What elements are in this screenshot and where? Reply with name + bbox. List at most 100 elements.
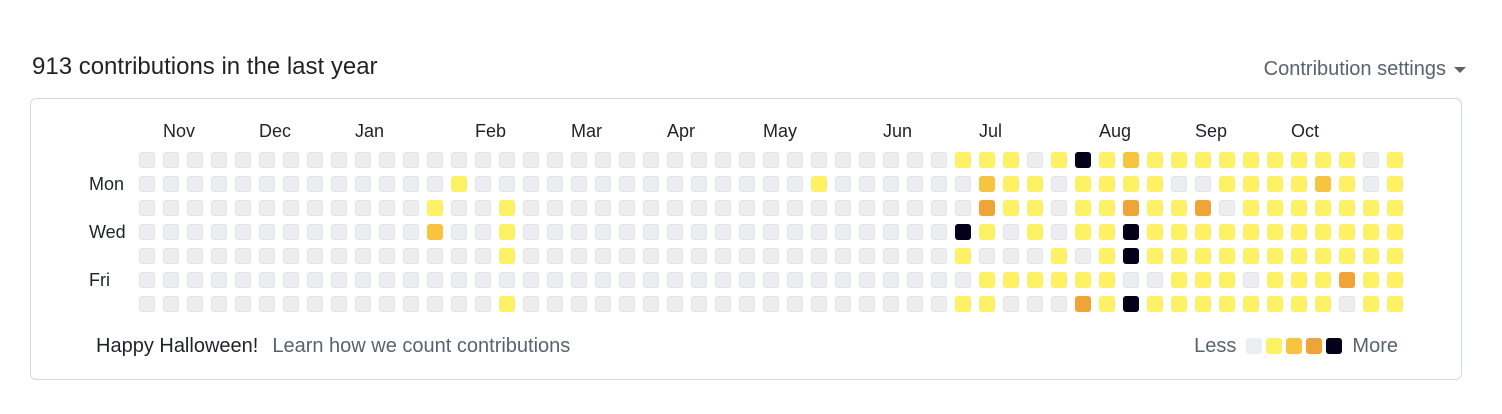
contribution-day-cell[interactable]: [427, 200, 443, 216]
contribution-day-cell[interactable]: [139, 200, 155, 216]
contribution-day-cell[interactable]: [163, 176, 179, 192]
contribution-day-cell[interactable]: [139, 152, 155, 168]
contribution-day-cell[interactable]: [1099, 200, 1115, 216]
contribution-day-cell[interactable]: [283, 296, 299, 312]
contribution-day-cell[interactable]: [283, 176, 299, 192]
contribution-day-cell[interactable]: [667, 248, 683, 264]
contribution-day-cell[interactable]: [1387, 248, 1403, 264]
contribution-day-cell[interactable]: [859, 224, 875, 240]
contribution-day-cell[interactable]: [523, 224, 539, 240]
contribution-day-cell[interactable]: [259, 272, 275, 288]
contribution-day-cell[interactable]: [835, 296, 851, 312]
contribution-day-cell[interactable]: [355, 296, 371, 312]
contribution-day-cell[interactable]: [1339, 248, 1355, 264]
contribution-day-cell[interactable]: [1291, 296, 1307, 312]
contribution-day-cell[interactable]: [139, 296, 155, 312]
contribution-day-cell[interactable]: [1219, 176, 1235, 192]
contribution-day-cell[interactable]: [979, 272, 995, 288]
contribution-day-cell[interactable]: [619, 272, 635, 288]
contribution-day-cell[interactable]: [571, 224, 587, 240]
contribution-day-cell[interactable]: [859, 200, 875, 216]
contribution-day-cell[interactable]: [1315, 248, 1331, 264]
contribution-day-cell[interactable]: [979, 296, 995, 312]
contribution-day-cell[interactable]: [427, 224, 443, 240]
contribution-day-cell[interactable]: [1339, 224, 1355, 240]
contribution-day-cell[interactable]: [547, 200, 563, 216]
contribution-day-cell[interactable]: [1171, 200, 1187, 216]
contribution-day-cell[interactable]: [811, 248, 827, 264]
contribution-day-cell[interactable]: [619, 248, 635, 264]
contribution-day-cell[interactable]: [1243, 152, 1259, 168]
contribution-day-cell[interactable]: [691, 200, 707, 216]
contribution-day-cell[interactable]: [523, 296, 539, 312]
contribution-day-cell[interactable]: [643, 200, 659, 216]
contribution-day-cell[interactable]: [739, 296, 755, 312]
contribution-day-cell[interactable]: [1339, 200, 1355, 216]
contribution-day-cell[interactable]: [931, 200, 947, 216]
contribution-day-cell[interactable]: [547, 176, 563, 192]
contribution-day-cell[interactable]: [739, 272, 755, 288]
contribution-day-cell[interactable]: [307, 248, 323, 264]
contribution-day-cell[interactable]: [451, 248, 467, 264]
contribution-day-cell[interactable]: [523, 200, 539, 216]
contribution-day-cell[interactable]: [235, 248, 251, 264]
contribution-day-cell[interactable]: [283, 248, 299, 264]
contribution-day-cell[interactable]: [331, 272, 347, 288]
contribution-day-cell[interactable]: [691, 224, 707, 240]
contribution-day-cell[interactable]: [1363, 176, 1379, 192]
contribution-day-cell[interactable]: [379, 248, 395, 264]
contribution-day-cell[interactable]: [1003, 152, 1019, 168]
contribution-day-cell[interactable]: [1195, 176, 1211, 192]
contribution-day-cell[interactable]: [1051, 224, 1067, 240]
contribution-day-cell[interactable]: [187, 248, 203, 264]
contribution-day-cell[interactable]: [1195, 248, 1211, 264]
contribution-day-cell[interactable]: [571, 296, 587, 312]
contribution-day-cell[interactable]: [595, 176, 611, 192]
contribution-day-cell[interactable]: [355, 224, 371, 240]
contribution-day-cell[interactable]: [1003, 296, 1019, 312]
contribution-day-cell[interactable]: [739, 248, 755, 264]
contribution-day-cell[interactable]: [1099, 152, 1115, 168]
contribution-day-cell[interactable]: [1387, 152, 1403, 168]
contribution-day-cell[interactable]: [1099, 248, 1115, 264]
contribution-day-cell[interactable]: [1267, 176, 1283, 192]
contribution-day-cell[interactable]: [787, 296, 803, 312]
contribution-day-cell[interactable]: [523, 272, 539, 288]
contribution-day-cell[interactable]: [763, 224, 779, 240]
contribution-day-cell[interactable]: [691, 296, 707, 312]
contribution-day-cell[interactable]: [1243, 224, 1259, 240]
contribution-day-cell[interactable]: [1027, 176, 1043, 192]
contribution-day-cell[interactable]: [907, 224, 923, 240]
contribution-day-cell[interactable]: [1147, 224, 1163, 240]
contribution-day-cell[interactable]: [1363, 200, 1379, 216]
contribution-day-cell[interactable]: [235, 296, 251, 312]
contribution-day-cell[interactable]: [163, 296, 179, 312]
contribution-day-cell[interactable]: [835, 224, 851, 240]
contribution-day-cell[interactable]: [1027, 200, 1043, 216]
contribution-day-cell[interactable]: [1027, 248, 1043, 264]
contribution-day-cell[interactable]: [307, 224, 323, 240]
contribution-day-cell[interactable]: [1147, 272, 1163, 288]
contribution-day-cell[interactable]: [787, 152, 803, 168]
contribution-day-cell[interactable]: [1051, 152, 1067, 168]
contribution-day-cell[interactable]: [811, 224, 827, 240]
contribution-day-cell[interactable]: [235, 272, 251, 288]
contribution-day-cell[interactable]: [811, 200, 827, 216]
contribution-day-cell[interactable]: [931, 176, 947, 192]
contribution-day-cell[interactable]: [475, 296, 491, 312]
contribution-day-cell[interactable]: [547, 152, 563, 168]
contribution-day-cell[interactable]: [1315, 272, 1331, 288]
contribution-day-cell[interactable]: [1099, 296, 1115, 312]
contribution-day-cell[interactable]: [139, 272, 155, 288]
contribution-day-cell[interactable]: [979, 200, 995, 216]
contribution-day-cell[interactable]: [523, 152, 539, 168]
contribution-day-cell[interactable]: [811, 272, 827, 288]
contribution-day-cell[interactable]: [1195, 224, 1211, 240]
contribution-day-cell[interactable]: [595, 296, 611, 312]
contribution-day-cell[interactable]: [1315, 296, 1331, 312]
contribution-day-cell[interactable]: [907, 176, 923, 192]
contribution-day-cell[interactable]: [1387, 296, 1403, 312]
contribution-day-cell[interactable]: [1123, 248, 1139, 264]
contribution-day-cell[interactable]: [739, 200, 755, 216]
contribution-day-cell[interactable]: [1171, 248, 1187, 264]
